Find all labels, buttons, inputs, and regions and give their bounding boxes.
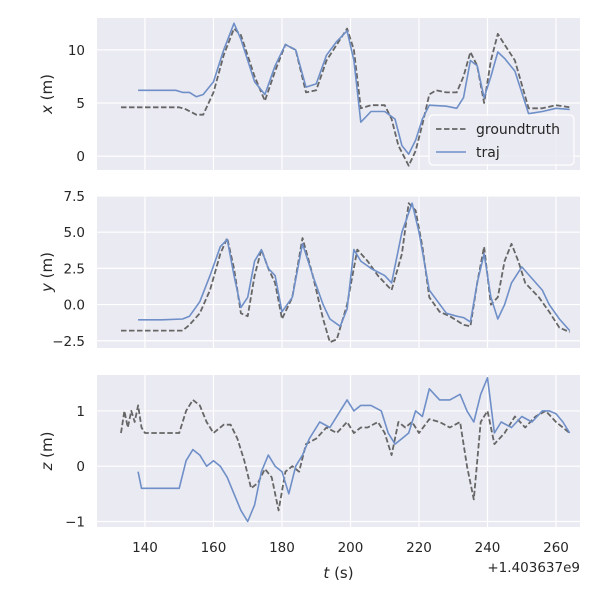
y-axis-label-var: z — [38, 461, 56, 471]
y-axis-label-var: x — [38, 105, 56, 115]
y-tick-label: 0 — [76, 459, 85, 475]
series-groundtruth-line — [121, 27, 570, 167]
panel-y: −2.5 0.0 2.5 5.0 7.5 y (m) — [38, 189, 580, 350]
series-groundtruth-line — [120, 398, 571, 512]
y-axis-label-unit: (m) — [38, 74, 56, 105]
x-tick-label: 180 — [269, 540, 295, 556]
series-traj-line — [138, 202, 571, 332]
y-axis-label: y (m) — [38, 252, 56, 293]
x-tick-label: 160 — [201, 540, 227, 556]
panel-x: 0 5 10 x (m) — [38, 18, 580, 170]
x-axis-offset-label: +1.403637e9 — [487, 560, 580, 576]
legend: groundtruth traj — [428, 114, 575, 166]
y-axis-label-var: y — [38, 282, 56, 293]
x-tick-label: 260 — [543, 540, 569, 556]
plot-area — [97, 196, 580, 348]
y-tick-label: 2.5 — [64, 261, 85, 277]
y-axis-label-unit: (m) — [38, 252, 56, 283]
plot-area — [97, 375, 580, 527]
x-axis-label-unit: (s) — [329, 564, 353, 582]
y-tick-label: 1 — [76, 404, 85, 420]
x-axis: 140 160 180 200 220 240 260 t (s) +1.403637e9 — [132, 540, 580, 582]
x-tick-label: 140 — [132, 540, 158, 556]
y-tick-label: 5.0 — [64, 225, 85, 241]
y-tick-label: 7.5 — [64, 189, 85, 205]
panel-z: −1 0 1 z (m) — [38, 375, 580, 530]
y-axis-label: x (m) — [38, 74, 56, 115]
series-groundtruth-line — [121, 202, 571, 344]
y-tick-label: 0 — [76, 149, 85, 165]
y-tick-label: 10 — [68, 43, 85, 59]
x-tick-label: 220 — [406, 540, 432, 556]
series-traj-line — [138, 22, 570, 155]
legend-label-groundtruth: groundtruth — [476, 122, 560, 138]
y-axis-label-unit: (m) — [38, 432, 56, 463]
legend-label-traj: traj — [476, 145, 500, 161]
y-tick-label: 5 — [76, 96, 85, 112]
y-tick-label: −1 — [65, 514, 85, 530]
x-axis-label: t (s) — [323, 564, 353, 582]
series-traj-line — [137, 376, 571, 523]
x-tick-label: 200 — [338, 540, 364, 556]
y-tick-label: 0.0 — [64, 298, 85, 314]
y-axis-label: z (m) — [38, 432, 56, 472]
x-tick-label: 240 — [475, 540, 501, 556]
x-axis-label-var: t — [323, 564, 330, 582]
y-tick-label: −2.5 — [52, 334, 85, 350]
